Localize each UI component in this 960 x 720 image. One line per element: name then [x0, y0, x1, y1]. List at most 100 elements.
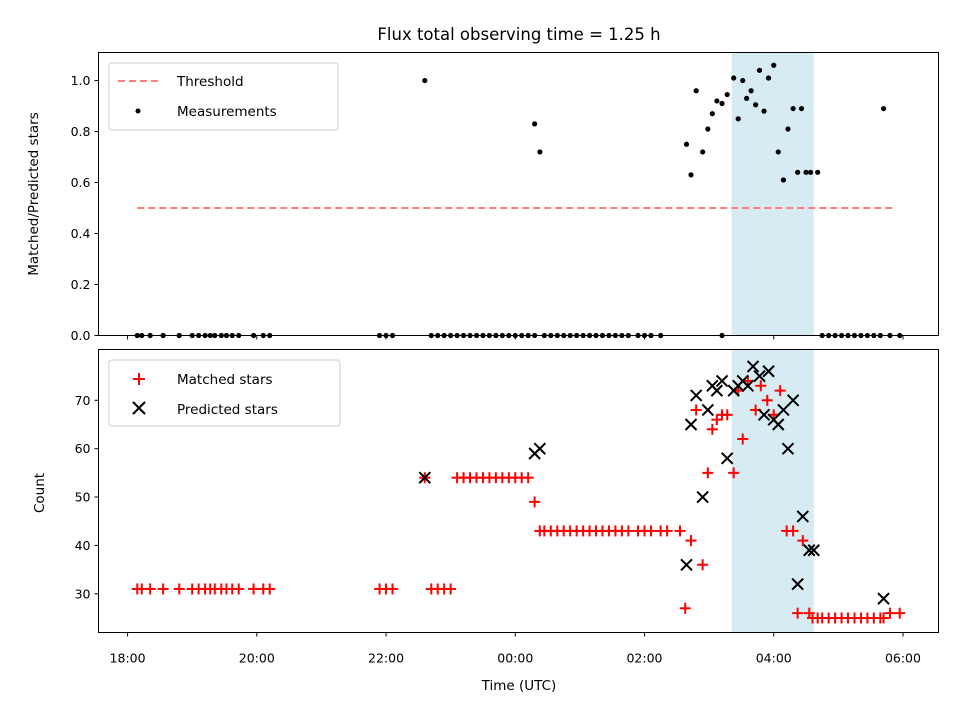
predicted-star-point [418, 471, 432, 484]
predicted-star-point [877, 592, 890, 605]
measurement-point [735, 116, 741, 122]
top-y-tick-label: 0.0 [71, 328, 91, 343]
predicted-star-point-b [680, 558, 693, 571]
matched-star-point [645, 525, 657, 537]
predicted-star-point [741, 379, 755, 392]
predicted-star-point-b [796, 510, 810, 523]
bottom-highlight-span [731, 349, 814, 633]
predicted-star-point [533, 442, 547, 455]
bottom-y-ticks: 30 40 50 60 70 [75, 393, 99, 601]
matched-star-point [674, 525, 686, 537]
matched-stars-points [131, 375, 906, 624]
matched-star-point [690, 404, 702, 416]
matched-star-point [529, 496, 541, 508]
predicted-star-point [796, 510, 810, 523]
matched-star-point [685, 535, 697, 547]
predicted-star-point-b [710, 384, 724, 397]
x-tick-label: 02:00 [626, 651, 662, 666]
predicted-star-point-b [777, 403, 790, 417]
top-y-tick-label: 0.8 [71, 124, 91, 139]
predicted-star-point-b [786, 394, 800, 407]
x-tick-label: 20:00 [239, 651, 275, 666]
measurement-point [765, 75, 772, 81]
x-tick-label: 22:00 [368, 651, 404, 666]
predicted-star-point [696, 490, 709, 504]
legend-measurements-label: Measurements [177, 104, 277, 120]
bottom-legend-box [108, 359, 341, 427]
top-y-tick-label: 1.0 [71, 73, 91, 88]
predicted-star-point [777, 403, 790, 417]
predicted-star-point [786, 394, 800, 407]
measurement-point [532, 121, 538, 127]
measurement-point [688, 172, 694, 178]
measurement-point [771, 62, 777, 68]
predicted-star-point [684, 418, 698, 431]
top-y-tick-label: 0.4 [71, 226, 91, 241]
matched-star-point [761, 394, 773, 406]
predicted-star-point-b [721, 452, 734, 465]
measurement-point [537, 149, 543, 155]
bottom-x-ticks: 18:00 20:00 22:00 00:00 02:00 04:00 06:00 [110, 632, 921, 666]
predicted-star-point [772, 418, 785, 431]
x-axis-label: Time (UTC) [481, 678, 557, 694]
predicted-star-point-b [689, 389, 703, 402]
matched-star-point [774, 385, 786, 397]
matched-star-point [755, 380, 767, 392]
bottom-y-tick-label: 40 [75, 538, 91, 553]
predicted-star-point-b [696, 490, 709, 504]
bottom-axes-frame [98, 349, 939, 633]
matched-star-point [522, 472, 534, 484]
matched-star-point [721, 409, 733, 421]
matched-star-point [711, 414, 723, 426]
predicted-star-point-b [715, 374, 729, 388]
matched-star-point [702, 467, 714, 479]
matched-star-point [661, 525, 673, 537]
matched-star-point [679, 602, 691, 614]
predicted-star-point [701, 403, 715, 417]
predicted-star-point-b [746, 360, 760, 373]
measurement-point [740, 77, 746, 84]
predicted-star-point-b [762, 365, 775, 378]
matched-star-point [144, 583, 156, 595]
predicted-star-point-b [807, 544, 820, 557]
predicted-star-point-b [533, 442, 547, 455]
predicted-stars-points [418, 360, 890, 605]
predicted-star-point-b [741, 379, 755, 392]
bottom-y-tick-label: 60 [75, 441, 91, 456]
matched-star-point [797, 535, 809, 547]
bottom-y-tick-label: 70 [75, 393, 91, 408]
top-y-tick-label: 0.6 [71, 175, 91, 190]
bottom-panel: 30 40 50 60 70 18:00 20:00 22:00 00:00 02:00 04:0… [32, 349, 939, 694]
matched-star-point [728, 467, 740, 479]
predicted-star-point [803, 544, 816, 557]
matched-star-point [787, 525, 799, 537]
x-tick-label: 06:00 [885, 651, 921, 666]
predicted-star-point [746, 360, 760, 373]
legend-matched-label: Matched stars [177, 372, 273, 388]
predicted-star-point-b [803, 544, 816, 557]
bottom-y-tick-label: 30 [75, 586, 91, 601]
predicted-star-point [757, 408, 771, 422]
predicted-star-point [791, 577, 804, 591]
top-legend-box [108, 62, 339, 131]
matched-star-point [233, 583, 245, 595]
measurement-point [803, 169, 809, 175]
legend-predicted-label: Predicted stars [177, 402, 278, 418]
top-legend: Threshold Measurements [108, 62, 339, 131]
predicted-star-point-b [757, 408, 771, 422]
measurement-point [795, 169, 801, 175]
measurement-point [743, 95, 750, 101]
top-y-ticks: 0.0 0.2 0.4 0.6 0.8 1.0 [71, 73, 99, 343]
bottom-y-tick-label: 50 [75, 490, 91, 505]
predicted-star-point-b [877, 592, 890, 605]
measurement-point [422, 77, 428, 84]
predicted-star-point [781, 442, 795, 455]
x-tick-label: 04:00 [756, 651, 792, 666]
predicted-star-point-b [701, 403, 715, 417]
measurement-point [756, 67, 763, 73]
bottom-y-axis-label: Count [32, 473, 48, 513]
predicted-star-point [715, 374, 729, 388]
legend-measurements-swatch [135, 108, 141, 114]
matched-star-point [737, 433, 749, 445]
